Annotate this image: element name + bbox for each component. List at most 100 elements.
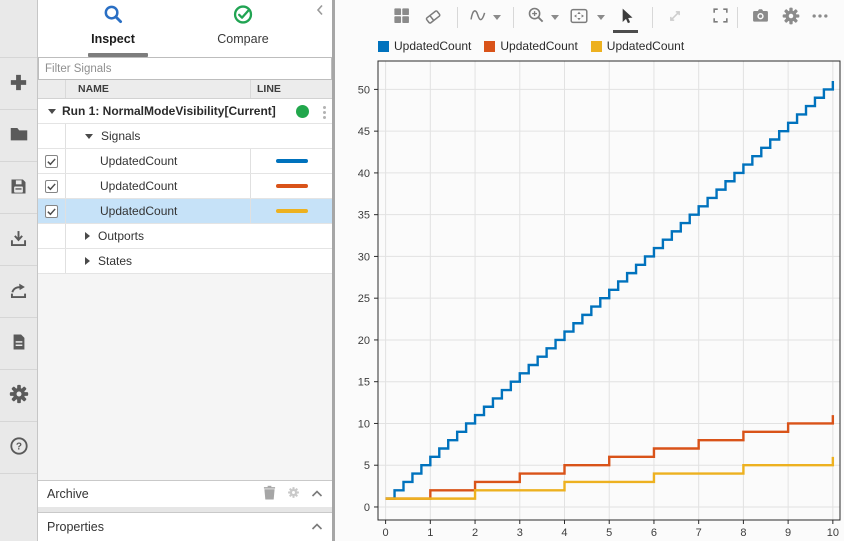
run-row[interactable]: Run 1: NormalModeVisibility[Current] bbox=[38, 99, 332, 124]
signal-row[interactable]: UpdatedCount bbox=[38, 199, 332, 224]
pan-button[interactable] bbox=[663, 5, 687, 29]
signal-trace-dropdown-caret[interactable] bbox=[493, 15, 501, 20]
svg-text:0: 0 bbox=[364, 502, 370, 514]
caret-down-icon[interactable] bbox=[48, 108, 56, 114]
fit-to-view-dropdown-caret[interactable] bbox=[597, 15, 605, 20]
tab-compare[interactable]: Compare bbox=[183, 3, 303, 53]
signal-browser-panel: Inspect Compare NAME LINE Run 1: NormalM… bbox=[38, 0, 332, 541]
gear-icon bbox=[8, 383, 30, 408]
fit-to-view-button[interactable] bbox=[567, 5, 591, 29]
chevron-up-icon[interactable] bbox=[311, 520, 323, 534]
new-button[interactable] bbox=[0, 57, 37, 109]
group-label: Signals bbox=[101, 129, 141, 143]
tab-compare-label: Compare bbox=[217, 32, 269, 46]
snapshot-button[interactable] bbox=[748, 5, 772, 29]
plot-settings-button[interactable] bbox=[779, 5, 803, 29]
legend-label: UpdatedCount bbox=[394, 39, 472, 53]
gear-icon bbox=[781, 6, 801, 29]
toolbar-divider bbox=[513, 7, 514, 28]
subplot-layout-button[interactable] bbox=[389, 5, 413, 29]
export-arrow-icon bbox=[8, 280, 29, 304]
gear-small-icon[interactable] bbox=[287, 486, 300, 502]
checkbox-cell bbox=[38, 124, 66, 148]
empty-table-area bbox=[38, 274, 332, 480]
svg-text:4: 4 bbox=[561, 527, 567, 539]
export-button[interactable] bbox=[0, 265, 37, 317]
legend-item[interactable]: UpdatedCount bbox=[484, 39, 578, 53]
subplot-grid-icon bbox=[392, 6, 411, 28]
svg-text:0: 0 bbox=[383, 527, 389, 539]
group-row-outports[interactable]: Outports bbox=[38, 224, 332, 249]
panel-splitter[interactable] bbox=[332, 0, 335, 541]
checkbox-column-header bbox=[38, 80, 66, 98]
help-button[interactable]: ? bbox=[0, 421, 37, 473]
ellipsis-icon bbox=[810, 6, 830, 29]
svg-text:50: 50 bbox=[358, 84, 370, 96]
search-icon bbox=[102, 3, 125, 29]
group-label: States bbox=[98, 254, 133, 268]
save-button[interactable] bbox=[0, 161, 37, 213]
line-style-cell[interactable] bbox=[250, 174, 332, 198]
collapse-panel-button[interactable] bbox=[313, 3, 329, 19]
properties-section-header[interactable]: Properties bbox=[38, 512, 332, 541]
document-icon bbox=[9, 332, 29, 355]
svg-text:25: 25 bbox=[358, 293, 370, 305]
caret-right-icon[interactable] bbox=[85, 232, 90, 240]
toolbar-divider bbox=[737, 7, 738, 28]
archive-section-header[interactable]: Archive bbox=[38, 480, 332, 507]
line-style-cell[interactable] bbox=[250, 199, 332, 223]
svg-text:45: 45 bbox=[358, 126, 370, 138]
caret-down-icon[interactable] bbox=[85, 133, 93, 139]
zoom-button[interactable] bbox=[524, 5, 548, 29]
legend-item[interactable]: UpdatedCount bbox=[378, 39, 471, 53]
fit-to-view-icon bbox=[568, 5, 590, 30]
properties-label: Properties bbox=[47, 520, 104, 534]
caret-right-icon[interactable] bbox=[85, 257, 90, 265]
svg-text:30: 30 bbox=[358, 251, 370, 263]
signal-trace-button[interactable] bbox=[466, 5, 490, 29]
name-column-header: NAME bbox=[78, 83, 109, 95]
signal-checkbox[interactable] bbox=[45, 179, 58, 193]
legend-swatch bbox=[484, 40, 496, 52]
signal-row[interactable]: UpdatedCount bbox=[38, 149, 332, 174]
chart-panel: UpdatedCount UpdatedCount UpdatedCount 0… bbox=[335, 0, 844, 541]
more-options-button[interactable] bbox=[808, 5, 832, 29]
legend-item[interactable]: UpdatedCount bbox=[590, 39, 684, 53]
svg-text:15: 15 bbox=[358, 377, 370, 389]
clear-plots-button[interactable] bbox=[421, 5, 445, 29]
signal-row[interactable]: UpdatedCount bbox=[38, 174, 332, 199]
zoom-dropdown-caret[interactable] bbox=[551, 15, 559, 20]
open-button[interactable] bbox=[0, 109, 37, 161]
section-divider bbox=[38, 507, 332, 512]
svg-text:8: 8 bbox=[740, 527, 746, 539]
trash-icon[interactable] bbox=[263, 485, 276, 503]
run-status-dot bbox=[296, 105, 309, 118]
filter-signals-input[interactable] bbox=[38, 57, 332, 80]
import-button[interactable] bbox=[0, 213, 37, 265]
group-row-states[interactable]: States bbox=[38, 249, 332, 274]
checkbox-cell bbox=[38, 249, 66, 273]
tab-inspect[interactable]: Inspect bbox=[53, 3, 173, 53]
fullscreen-brackets-icon bbox=[711, 6, 730, 28]
line-style-cell[interactable] bbox=[250, 149, 332, 173]
legend-swatch bbox=[378, 40, 389, 52]
pointer-tool-button[interactable] bbox=[614, 5, 638, 29]
folder-icon bbox=[8, 123, 30, 148]
svg-text:10: 10 bbox=[358, 418, 370, 430]
svg-text:5: 5 bbox=[364, 460, 370, 472]
legend-label: UpdatedCount bbox=[500, 39, 578, 53]
create-report-button[interactable] bbox=[0, 317, 37, 369]
signal-checkbox[interactable] bbox=[45, 154, 58, 168]
kebab-menu-icon[interactable] bbox=[317, 104, 331, 120]
import-tray-icon bbox=[8, 228, 29, 252]
chevron-up-icon[interactable] bbox=[311, 487, 323, 501]
group-row-signals[interactable]: Signals bbox=[38, 124, 332, 149]
preferences-button[interactable] bbox=[0, 369, 37, 421]
svg-text:5: 5 bbox=[606, 527, 612, 539]
signal-checkbox[interactable] bbox=[45, 204, 58, 218]
line-swatch bbox=[275, 159, 308, 163]
floppy-disk-icon bbox=[8, 176, 29, 200]
fullscreen-button[interactable] bbox=[708, 5, 732, 29]
active-tab-underline bbox=[88, 53, 148, 57]
